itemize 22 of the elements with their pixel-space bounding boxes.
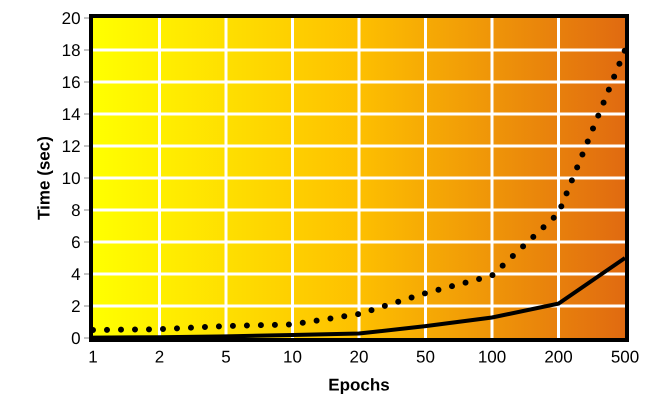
y-tick-label: 2 bbox=[71, 296, 81, 316]
x-tick-label: 20 bbox=[350, 347, 368, 366]
x-tick-label: 1 bbox=[88, 347, 98, 366]
x-tick-label: 2 bbox=[154, 347, 164, 366]
x-tick-label: 200 bbox=[544, 347, 573, 366]
y-axis-title: Time (sec) bbox=[34, 136, 54, 220]
y-tick-label: 18 bbox=[62, 40, 81, 60]
x-tick-label: 5 bbox=[221, 347, 231, 366]
y-tick-label: 10 bbox=[62, 168, 81, 188]
x-tick-label: 50 bbox=[416, 347, 435, 366]
y-tick-label: 14 bbox=[62, 104, 81, 124]
x-tick-label: 100 bbox=[478, 347, 506, 366]
x-tick-label: 10 bbox=[283, 347, 302, 366]
x-axis-title: Epochs bbox=[328, 375, 390, 394]
y-tick-label: 16 bbox=[62, 72, 81, 92]
y-tick-label: 8 bbox=[71, 200, 81, 220]
y-tick-label: 12 bbox=[62, 136, 81, 156]
x-tick-label: 500 bbox=[610, 347, 640, 366]
y-tick-label: 4 bbox=[71, 264, 81, 284]
y-tick-label: 6 bbox=[71, 232, 81, 252]
y-tick-label: 20 bbox=[62, 8, 81, 28]
y-tick-label: 0 bbox=[71, 328, 81, 348]
